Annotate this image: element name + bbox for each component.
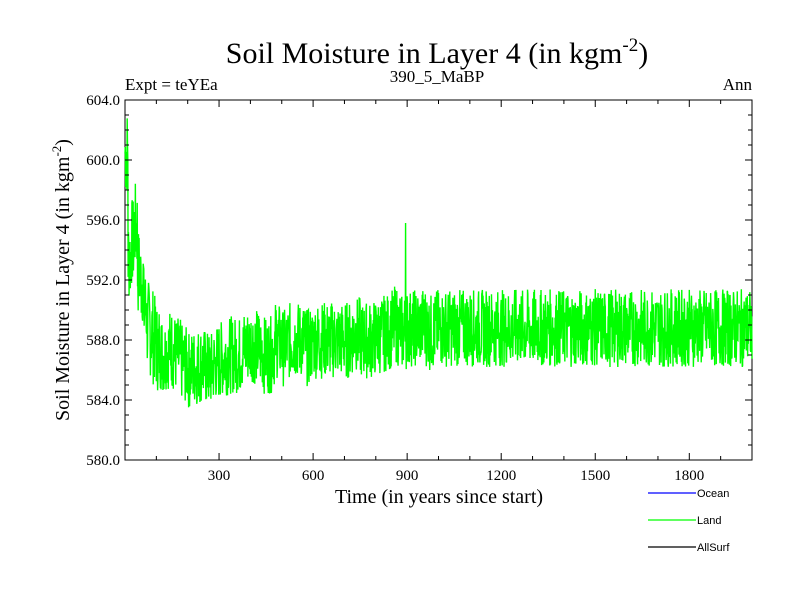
- y-tick-label: 592.0: [86, 273, 120, 289]
- series-land-line: [124, 118, 753, 408]
- y-axis-label-text: Soil Moisture in Layer 4 (in kgm: [52, 156, 74, 421]
- legend-allsurf-label: AllSurf: [697, 542, 730, 554]
- chart-title-sup: -2: [622, 35, 638, 56]
- x-tick-label: 1800: [674, 468, 704, 484]
- x-tick-label: 600: [302, 468, 325, 484]
- y-axis-label: Soil Moisture in Layer 4 (in kgm-2): [49, 139, 74, 421]
- subtitle-left: Expt = teYEa: [125, 75, 218, 94]
- y-axis-label-sup: -2: [49, 146, 64, 157]
- legend: Ocean Land AllSurf: [648, 488, 730, 554]
- subtitle-right: Ann: [723, 75, 753, 94]
- x-axis-label: Time (in years since start): [335, 486, 543, 508]
- chart-title-text: Soil Moisture in Layer 4 (in kgm: [226, 37, 623, 70]
- x-tick-label: 1500: [580, 468, 610, 484]
- axis-layer: 300 600 900 1200 1500 1800 580.0 584.0 588.0 592.…: [86, 93, 752, 484]
- chart-title-end: ): [638, 37, 648, 70]
- subtitle-center: 390_5_MaBP: [390, 67, 484, 86]
- legend-land-label: Land: [697, 515, 721, 527]
- y-tick-label: 596.0: [86, 213, 120, 229]
- y-tick-label: 580.0: [86, 453, 120, 469]
- y-tick-label: 604.0: [86, 93, 120, 109]
- y-tick-label: 600.0: [86, 153, 120, 169]
- x-tick-label: 1200: [486, 468, 516, 484]
- plot-frame: [124, 99, 753, 461]
- y-tick-label: 584.0: [86, 393, 120, 409]
- y-tick-label: 588.0: [86, 333, 120, 349]
- x-tick-label: 900: [396, 468, 419, 484]
- chart-title: Soil Moisture in Layer 4 (in kgm-2): [226, 35, 648, 70]
- y-axis-label-end: ): [52, 139, 74, 146]
- x-tick-label: 300: [208, 468, 231, 484]
- legend-ocean-label: Ocean: [697, 488, 729, 500]
